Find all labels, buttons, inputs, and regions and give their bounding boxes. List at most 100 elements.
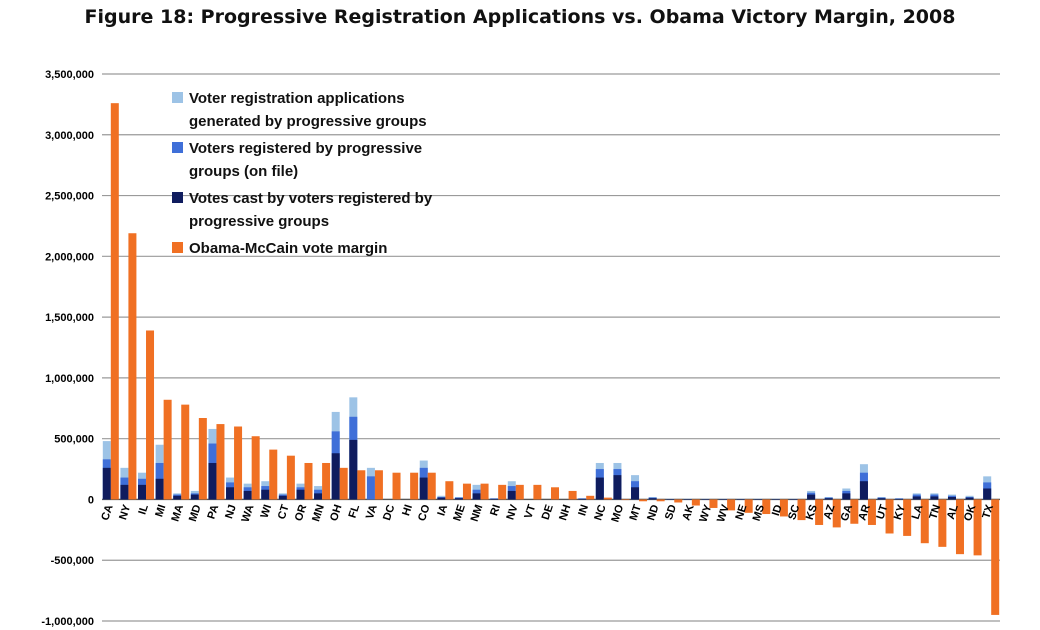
bar-registration	[631, 487, 640, 500]
x-tick-label: MD	[187, 503, 204, 523]
x-tick-label: NV	[505, 503, 521, 522]
x-tick-label: TN	[927, 503, 943, 521]
x-tick-label: ME	[451, 503, 468, 522]
bar-registration	[102, 467, 111, 500]
bar-registration	[595, 477, 604, 500]
bar-registration	[983, 488, 992, 500]
x-tick-label: HI	[400, 503, 415, 517]
bar-vote-margin	[656, 499, 665, 502]
bar-registration	[208, 462, 217, 500]
y-tick-label: -500,000	[51, 555, 94, 567]
bar-registration	[261, 489, 270, 500]
x-tick-label: WA	[240, 503, 257, 524]
bar-vote-margin	[850, 499, 859, 524]
bar-vote-margin	[110, 103, 119, 500]
bar-registration	[472, 493, 481, 500]
bar-registration	[859, 481, 868, 500]
bar-vote-margin	[639, 499, 648, 502]
x-tick-label: NE	[733, 503, 749, 521]
x-tick-label: UT	[874, 503, 890, 521]
bar-vote-margin	[269, 449, 278, 500]
bar-vote-margin	[551, 487, 559, 500]
bar-registration	[366, 476, 375, 500]
bar-vote-margin	[586, 495, 595, 500]
legend-swatch	[172, 142, 183, 153]
bar-vote-margin	[727, 499, 736, 511]
bar-registration	[578, 498, 587, 500]
bar-vote-margin	[163, 399, 172, 500]
x-tick-label: VT	[522, 503, 538, 520]
bar-vote-margin	[234, 426, 243, 500]
bar-vote-margin	[674, 499, 683, 503]
x-tick-label: AZ	[822, 503, 838, 521]
bar-vote-margin	[445, 481, 454, 500]
bar-vote-margin	[181, 404, 190, 500]
y-tick-label: 3,500,000	[45, 69, 94, 81]
legend-swatch	[172, 192, 183, 203]
bar-registration	[507, 490, 516, 500]
bar-vote-margin	[251, 436, 260, 500]
x-axis-labels: CA NY IL MI MA MD PA NJ WA WI CT OR MN OH FL VA DC HI CO IA…	[99, 503, 996, 524]
x-tick-label: FL	[347, 503, 363, 520]
bar-vote-margin	[744, 499, 753, 513]
bar-registration	[419, 477, 428, 500]
bar-vote-margin	[885, 499, 894, 534]
bar-vote-margin	[815, 499, 824, 525]
bar-vote-margin	[198, 418, 207, 500]
bar-registration	[349, 439, 358, 500]
bar-registration	[490, 498, 499, 500]
bar-vote-margin	[480, 483, 489, 500]
x-tick-label: IL	[136, 503, 151, 516]
bar-registration	[877, 498, 886, 500]
bar-registration	[138, 484, 147, 500]
bar-vote-margin	[709, 499, 718, 508]
y-tick-label: 2,000,000	[45, 251, 94, 263]
bar-registration	[947, 497, 956, 500]
y-tick-label: 1,000,000	[45, 373, 94, 385]
x-tick-label: NY	[117, 503, 133, 522]
bar-registration	[807, 494, 816, 500]
bars	[102, 103, 1000, 615]
bar-registration	[454, 498, 463, 500]
bar-registration	[842, 493, 851, 500]
bar-vote-margin	[938, 499, 947, 547]
x-tick-label: MA	[169, 503, 186, 523]
legend-label: groups (on file)	[189, 163, 298, 180]
x-tick-label: AR	[856, 503, 872, 522]
bar-vote-margin	[991, 499, 1000, 615]
bar-registration	[930, 496, 939, 500]
bar-vote-margin	[498, 484, 507, 500]
bar-vote-margin	[832, 499, 841, 528]
x-tick-label: MS	[751, 503, 768, 522]
x-tick-label: TX	[980, 503, 996, 521]
x-tick-label: MO	[609, 503, 626, 524]
x-tick-label: CO	[416, 503, 433, 523]
bar-vote-margin	[621, 499, 630, 501]
bar-vote-margin	[427, 472, 436, 500]
bar-vote-margin	[128, 233, 137, 500]
y-tick-label: 500,000	[54, 434, 94, 446]
bar-registration	[824, 498, 833, 500]
x-tick-label: CA	[99, 503, 115, 522]
x-tick-label: PA	[205, 503, 221, 521]
y-tick-label: 0	[88, 494, 94, 506]
legend-swatch	[172, 92, 183, 103]
x-tick-label: RI	[488, 503, 503, 517]
x-tick-label: NJ	[223, 503, 239, 520]
bar-registration	[243, 490, 252, 500]
bar-vote-margin	[867, 499, 876, 525]
x-tick-label: ID	[770, 503, 785, 517]
legend-label: progressive groups	[189, 213, 329, 230]
x-tick-label: WI	[259, 503, 275, 520]
legend-label: generated by progressive groups	[189, 113, 427, 130]
bar-vote-margin	[533, 484, 542, 500]
bar-vote-margin	[374, 470, 383, 500]
bar-registration	[331, 453, 340, 500]
legend: Voter registration applications generated…	[172, 90, 433, 257]
x-tick-label: NC	[592, 503, 608, 522]
bar-vote-margin	[357, 470, 366, 500]
bar-registration	[912, 496, 921, 500]
bar-vote-margin	[410, 472, 419, 500]
chart-title: Figure 18: Progressive Registration Appl…	[84, 6, 956, 28]
